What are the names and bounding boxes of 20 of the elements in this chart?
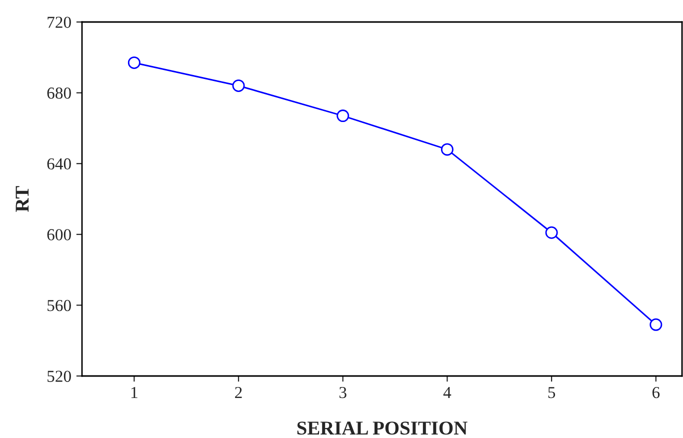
- x-tick-label: 3: [340, 386, 346, 398]
- x-tick-label: 5: [548, 387, 556, 398]
- point: [232, 79, 245, 92]
- point: [128, 56, 140, 69]
- y-tick-label: 560: [48, 300, 71, 312]
- y-tick-label: 520: [48, 370, 71, 382]
- point: [440, 143, 454, 156]
- y-tick-label: 680: [47, 88, 71, 99]
- point: [545, 226, 558, 239]
- y-axis-title: RT: [16, 186, 29, 212]
- point: [336, 110, 350, 122]
- x-tick-label: 6: [652, 386, 660, 398]
- y-tick-label: 640: [47, 158, 71, 170]
- point: [650, 318, 662, 331]
- x-tick-label: 2: [235, 386, 242, 398]
- y-tick-label: 720: [48, 16, 71, 28]
- x-tick-label: 4: [443, 387, 452, 398]
- x-axis-title: SERIAL POSITION: [297, 422, 468, 435]
- y-tick-label: 600: [47, 229, 71, 240]
- x-tick-label: 1: [131, 386, 138, 398]
